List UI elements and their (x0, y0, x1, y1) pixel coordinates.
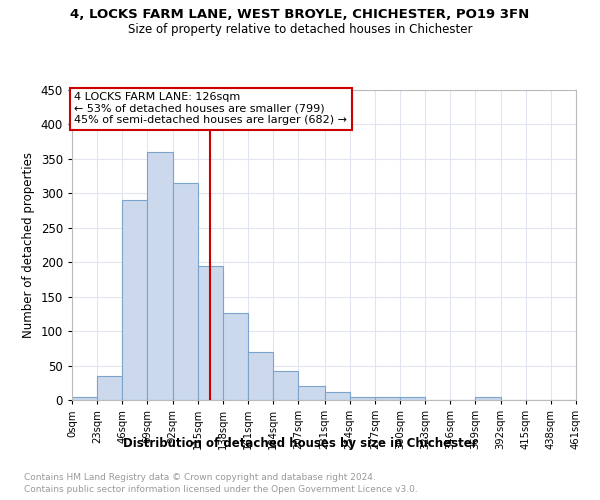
Bar (97, 376, 122, 400)
Bar (148, 152, 173, 400)
Bar (198, 266, 223, 400)
Bar (298, 386, 325, 400)
Bar (248, 352, 273, 400)
Bar (122, 200, 148, 400)
Bar (223, 312, 248, 400)
Bar (325, 392, 350, 400)
Text: Distribution of detached houses by size in Chichester: Distribution of detached houses by size … (122, 438, 478, 450)
Text: Contains HM Land Registry data © Crown copyright and database right 2024.: Contains HM Land Registry data © Crown c… (24, 472, 376, 482)
Bar (350, 396, 375, 400)
Bar (273, 371, 298, 400)
Bar (72, 396, 97, 400)
Y-axis label: Number of detached properties: Number of detached properties (22, 152, 35, 338)
Text: 4, LOCKS FARM LANE, WEST BROYLE, CHICHESTER, PO19 3FN: 4, LOCKS FARM LANE, WEST BROYLE, CHICHES… (70, 8, 530, 20)
Bar (173, 183, 198, 400)
Text: Contains public sector information licensed under the Open Government Licence v3: Contains public sector information licen… (24, 485, 418, 494)
Text: Size of property relative to detached houses in Chichester: Size of property relative to detached ho… (128, 22, 472, 36)
Bar (375, 396, 400, 400)
Text: 4 LOCKS FARM LANE: 126sqm
← 53% of detached houses are smaller (799)
45% of semi: 4 LOCKS FARM LANE: 126sqm ← 53% of detac… (74, 92, 347, 126)
Bar (400, 396, 425, 400)
Bar (475, 396, 500, 400)
